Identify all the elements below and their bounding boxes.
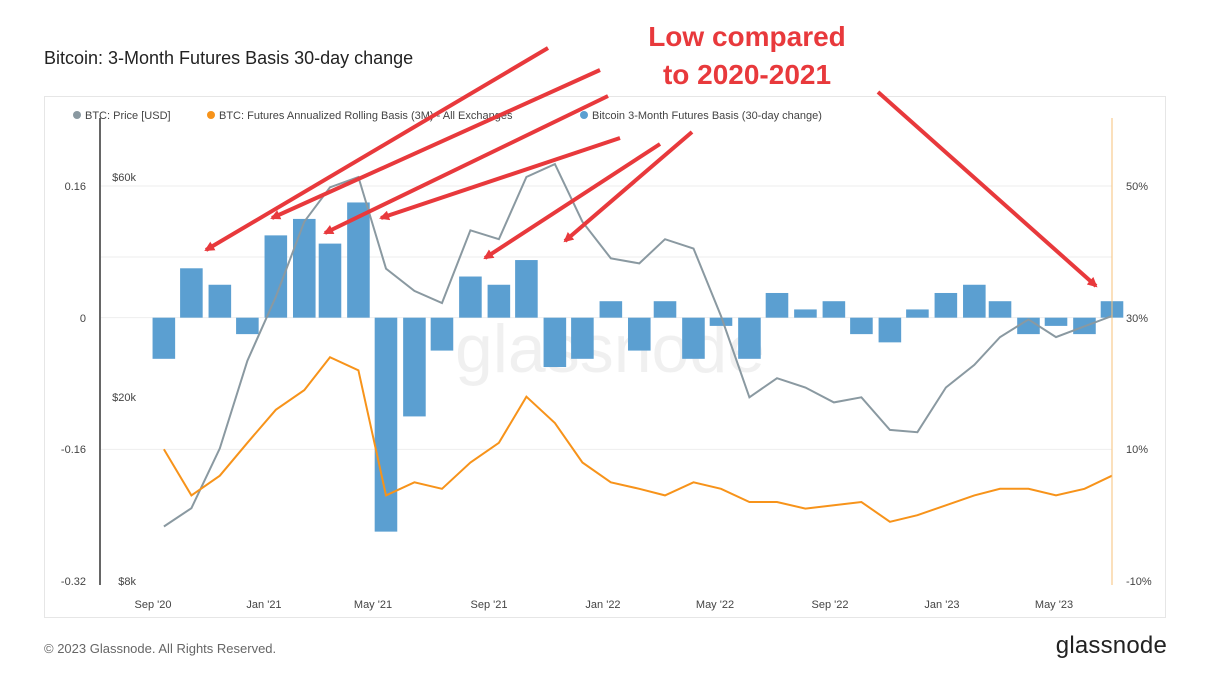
right-tick-label: 10% [1126,444,1148,456]
change-bar [459,276,482,318]
right-tick-label: 30% [1126,313,1148,325]
annotation-arrow [483,142,662,260]
change-bar [152,317,176,359]
annotation-arrow [323,94,609,235]
annotation-line-2: to 2020-2021 [663,59,831,90]
change-bar [208,284,232,318]
change-bar [571,317,594,359]
change-bar [850,317,873,335]
legend-label-basis: BTC: Futures Annualized Rolling Basis (3… [219,110,513,122]
change-bar [709,317,733,326]
annotation-line-1: Low compared [648,21,846,52]
left-tick-label: 0.16 [65,181,86,193]
change-bar [487,284,511,318]
x-tick-label: Jan '21 [246,599,281,611]
change-bars [152,202,1124,532]
change-bar [403,317,426,417]
x-tick-label: Sep '21 [471,599,508,611]
brand-logo: glassnode [1055,632,1167,659]
price-tick-label: $20k [112,392,136,404]
change-bar [318,243,342,318]
x-tick-label: Sep '22 [812,599,849,611]
left-tick-label: -0.16 [61,444,86,456]
change-bar [765,292,789,318]
x-tick-label: Jan '23 [924,599,959,611]
change-bar [430,317,454,351]
change-bar [264,235,288,318]
annotation-arrows [204,46,1098,288]
footer-copyright: © 2023 Glassnode. All Rights Reserved. [44,641,277,656]
legend-marker-price [73,111,81,119]
annotation-arrow [876,90,1098,288]
x-tick-label: May '21 [354,599,392,611]
price-tick-label: $60k [112,172,136,184]
change-bar [599,301,623,318]
chart-title: Bitcoin: 3-Month Futures Basis 30-day ch… [44,48,414,68]
price-tick-label: $8k [118,576,136,588]
change-bar [628,317,651,351]
x-tick-label: May '22 [696,599,734,611]
legend-marker-basis [207,111,215,119]
change-bar [822,301,846,318]
change-bar [794,309,817,318]
change-bar [236,317,259,335]
change-bar [934,292,958,318]
annotation-arrow [270,68,601,220]
annotation-arrow [204,46,550,252]
change-bar [374,317,398,532]
change-bar [180,268,203,318]
change-bar [347,202,370,318]
change-bar [963,284,986,318]
legend-marker-change [580,111,588,119]
annotation-arrow [379,136,621,221]
change-bar [878,317,902,343]
series-line-basis [163,355,1113,523]
change-bar [738,317,761,359]
change-bar [1044,317,1068,326]
change-bar [515,260,538,318]
change-bar [682,317,705,359]
change-bar [653,301,677,318]
change-bar [292,218,316,318]
left-tick-label: 0 [80,313,86,325]
x-tick-label: Jan '22 [585,599,620,611]
right-tick-label: 50% [1126,181,1148,193]
x-tick-label: Sep '20 [135,599,172,611]
change-bar [543,317,567,368]
change-bar [906,309,929,318]
change-bar [988,301,1012,318]
legend: BTC: Price [USD] BTC: Futures Annualized… [73,110,822,122]
x-tick-label: May '23 [1035,599,1073,611]
right-tick-label: -10% [1126,576,1152,588]
left-tick-label: -0.32 [61,576,86,588]
legend-label-change: Bitcoin 3-Month Futures Basis (30-day ch… [592,110,822,122]
legend-label-price: BTC: Price [USD] [85,110,171,122]
series-line-price [163,162,1113,528]
annotation-arrow [563,130,694,243]
